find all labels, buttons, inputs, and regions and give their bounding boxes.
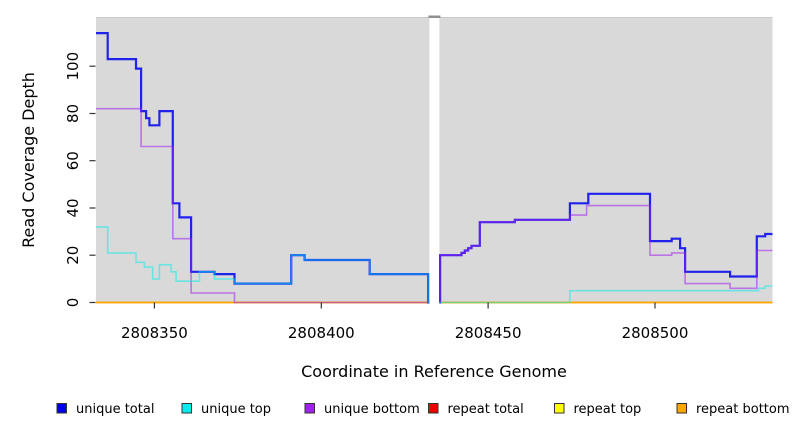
x-axis-title: Coordinate in Reference Genome xyxy=(301,362,567,381)
legend-label-repeat-top: repeat top xyxy=(574,402,642,417)
panel-2-background xyxy=(439,17,773,303)
x-tick-label-2808500: 2808500 xyxy=(622,324,689,342)
series-unique-bottom xyxy=(439,204,773,304)
legend-item-repeat-top: repeat top xyxy=(554,402,642,417)
legend-swatch-unique-top xyxy=(181,403,192,414)
legend-item-repeat-bottom: repeat bottom xyxy=(676,402,790,417)
legend-swatch-unique-bottom xyxy=(304,403,315,414)
y-tick-label-0: 0 xyxy=(64,298,82,308)
legend-item-unique-top: unique top xyxy=(181,402,271,417)
legend: unique total unique top unique bottom repea… xyxy=(56,402,790,417)
series-unique-bottom xyxy=(96,107,430,304)
gap-top-border xyxy=(428,15,441,18)
legend-label-unique-bottom: unique bottom xyxy=(324,402,420,417)
x-tick-label-2808350: 2808350 xyxy=(121,324,188,342)
axes: 0 20 40 60 80 100 2808350 2808400 2808450 2808500 xyxy=(64,52,688,342)
legend-swatch-repeat-total xyxy=(428,403,439,414)
y-tick-label-40: 40 xyxy=(64,198,82,217)
plot-panels xyxy=(96,17,773,303)
panel-gap xyxy=(428,15,441,18)
legend-label-repeat-bottom: repeat bottom xyxy=(696,402,790,417)
series-unique-top xyxy=(439,285,773,304)
legend-label-unique-top: unique top xyxy=(201,402,271,417)
x-tick-label-2808400: 2808400 xyxy=(288,324,355,342)
legend-swatch-unique-total xyxy=(56,403,67,414)
series-unique-top xyxy=(96,226,430,304)
legend-item-repeat-total: repeat total xyxy=(428,402,524,417)
legend-swatch-repeat-bottom xyxy=(676,403,687,414)
legend-swatch-repeat-top xyxy=(554,403,565,414)
y-tick-label-100: 100 xyxy=(64,52,82,81)
y-tick-label-80: 80 xyxy=(64,104,82,123)
series-lines xyxy=(96,32,773,304)
panel-1-background xyxy=(96,17,430,303)
legend-label-unique-total: unique total xyxy=(76,402,154,417)
legend-item-unique-total: unique total xyxy=(56,402,154,417)
y-tick-label-20: 20 xyxy=(64,246,82,265)
legend-label-repeat-total: repeat total xyxy=(448,402,524,417)
legend-item-unique-bottom: unique bottom xyxy=(304,402,420,417)
y-tick-label-60: 60 xyxy=(64,151,82,170)
y-axis-title: Read Coverage Depth xyxy=(19,72,38,248)
x-tick-label-2808450: 2808450 xyxy=(455,324,522,342)
